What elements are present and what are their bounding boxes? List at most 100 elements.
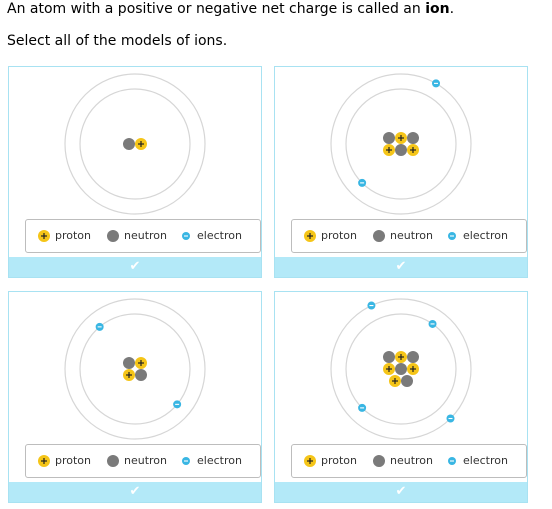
- answer-option-2[interactable]: proton neutron electron ✔: [274, 66, 528, 278]
- inner-orbit: [79, 313, 191, 425]
- prompt-sentence-start: An atom with a positive or negative net …: [7, 1, 426, 17]
- inner-orbit: [79, 88, 191, 200]
- proton-legend-icon: [304, 455, 316, 467]
- electron-icon: [448, 232, 456, 240]
- outer-orbit: [330, 298, 472, 440]
- electron: [367, 301, 376, 310]
- outer-orbit: [64, 73, 206, 215]
- electron-icon: [182, 232, 190, 240]
- outer-orbit: [330, 73, 472, 215]
- neutron-icon: [373, 455, 385, 467]
- answer-option-4[interactable]: proton neutron electron ✔: [274, 291, 528, 503]
- electron-legend-icon: [448, 232, 456, 240]
- proton-legend-icon: [304, 230, 316, 242]
- neutron: [123, 138, 135, 150]
- legend-proton-label: proton: [55, 454, 92, 467]
- prompt-keyword: ion: [425, 1, 450, 17]
- neutron-legend-icon: [373, 230, 385, 242]
- atom-model: [64, 73, 206, 215]
- select-checkmark-bar[interactable]: ✔: [9, 482, 261, 502]
- proton: [407, 144, 419, 156]
- proton-icon: [38, 230, 50, 242]
- neutron-icon: [107, 230, 119, 242]
- legend-neutron: neutron: [106, 454, 167, 468]
- legend-neutron: neutron: [372, 454, 433, 468]
- atom-model: [330, 298, 472, 440]
- legend: proton neutron electron: [25, 219, 261, 253]
- instruction-text: Select all of the models of ions.: [7, 33, 228, 49]
- inner-orbit: [345, 88, 457, 200]
- proton-legend-icon: [38, 455, 50, 467]
- legend-neutron-label: neutron: [124, 454, 168, 467]
- neutron-legend-icon: [107, 230, 119, 242]
- proton: [407, 363, 419, 375]
- legend-proton: proton: [303, 229, 357, 243]
- proton: [395, 351, 407, 363]
- inner-orbit: [345, 313, 457, 425]
- proton-legend-icon: [38, 230, 50, 242]
- checkmark-icon: ✔: [129, 259, 141, 274]
- neutron-legend-icon: [107, 455, 119, 467]
- legend-proton: proton: [303, 454, 357, 468]
- legend-electron-label: electron: [197, 454, 242, 467]
- legend-electron: electron: [445, 454, 508, 468]
- legend-neutron-label: neutron: [390, 229, 434, 242]
- neutron: [383, 351, 395, 363]
- electron-legend-icon: [448, 457, 456, 465]
- legend-neutron-label: neutron: [390, 454, 434, 467]
- proton: [395, 132, 407, 144]
- legend-neutron-label: neutron: [124, 229, 168, 242]
- prompt-sentence-end: .: [449, 1, 455, 17]
- neutron: [407, 132, 419, 144]
- select-checkmark-bar[interactable]: ✔: [9, 257, 261, 277]
- electron: [358, 178, 367, 187]
- neutron-icon: [107, 455, 119, 467]
- electron: [358, 403, 367, 412]
- answer-option-3[interactable]: proton neutron electron ✔: [8, 291, 262, 503]
- legend-proton-label: proton: [55, 229, 92, 242]
- electron-icon: [448, 457, 456, 465]
- proton-icon: [304, 455, 316, 467]
- electron: [173, 400, 182, 409]
- electron-icon: [182, 457, 190, 465]
- checkmark-icon: ✔: [395, 484, 407, 499]
- neutron: [395, 363, 407, 375]
- legend-electron-label: electron: [197, 229, 242, 242]
- legend-proton-label: proton: [321, 454, 358, 467]
- legend-electron-label: electron: [463, 454, 508, 467]
- select-checkmark-bar[interactable]: ✔: [275, 257, 527, 277]
- proton: [389, 375, 401, 387]
- legend-electron-label: electron: [463, 229, 508, 242]
- checkmark-icon: ✔: [395, 259, 407, 274]
- neutron: [383, 132, 395, 144]
- neutron: [395, 144, 407, 156]
- atom-model: [330, 73, 472, 215]
- prompt-text: An atom with a positive or negative net …: [7, 1, 454, 17]
- neutron-legend-icon: [373, 455, 385, 467]
- neutron: [407, 351, 419, 363]
- legend-proton-label: proton: [321, 229, 358, 242]
- outer-orbit: [64, 298, 206, 440]
- legend-neutron: neutron: [106, 229, 167, 243]
- neutron: [401, 375, 413, 387]
- neutron-icon: [373, 230, 385, 242]
- electron-legend-icon: [182, 457, 190, 465]
- neutron: [123, 357, 135, 369]
- atom-model: [64, 298, 206, 440]
- proton: [383, 363, 395, 375]
- electron-legend-icon: [182, 232, 190, 240]
- legend: proton neutron electron: [291, 219, 527, 253]
- checkmark-icon: ✔: [129, 484, 141, 499]
- legend-electron: electron: [445, 229, 508, 243]
- proton: [383, 144, 395, 156]
- legend-neutron: neutron: [372, 229, 433, 243]
- legend-electron: electron: [179, 229, 242, 243]
- electron: [446, 414, 455, 423]
- proton: [135, 357, 147, 369]
- legend-electron: electron: [179, 454, 242, 468]
- answer-option-1[interactable]: proton neutron electron ✔: [8, 66, 262, 278]
- electron: [428, 319, 437, 328]
- select-checkmark-bar[interactable]: ✔: [275, 482, 527, 502]
- proton: [135, 138, 147, 150]
- legend-proton: proton: [37, 454, 91, 468]
